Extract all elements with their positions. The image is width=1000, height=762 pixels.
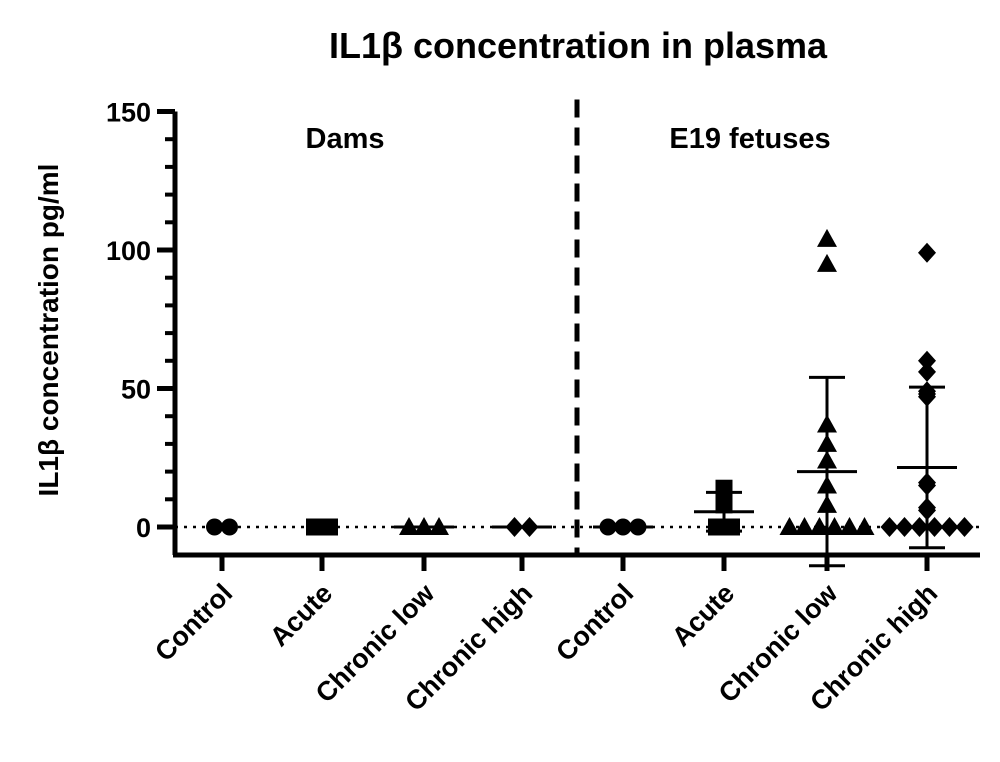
data-point-diamond bbox=[895, 517, 914, 537]
data-point-diamond bbox=[918, 350, 936, 371]
data-point-triangle bbox=[809, 517, 830, 535]
data-point-diamond bbox=[955, 517, 974, 537]
data-point-triangle bbox=[794, 517, 815, 535]
chart-title: IL1β concentration in plasma bbox=[329, 25, 828, 66]
x-tick-label: Control bbox=[550, 578, 639, 667]
data-point-triangle bbox=[817, 228, 837, 247]
y-tick-label: 100 bbox=[106, 236, 151, 266]
data-marks bbox=[206, 228, 974, 568]
x-tick-label: Acute bbox=[666, 578, 740, 652]
data-point-triangle bbox=[824, 517, 845, 535]
x-tick-label: Acute bbox=[264, 578, 338, 652]
data-point-triangle bbox=[779, 517, 800, 535]
y-axis-label: IL1β concentration pg/ml bbox=[33, 164, 64, 497]
x-tick-label: Control bbox=[149, 578, 238, 667]
group-label-dams: Dams bbox=[306, 123, 385, 155]
data-point-diamond bbox=[918, 361, 936, 382]
data-point-triangle bbox=[817, 253, 837, 272]
data-point-diamond bbox=[925, 517, 944, 537]
y-tick-label: 150 bbox=[106, 98, 151, 128]
y-tick-label: 0 bbox=[136, 513, 151, 543]
data-point-square bbox=[306, 518, 323, 536]
data-point-diamond bbox=[910, 517, 929, 537]
data-point-circle bbox=[221, 518, 238, 536]
data-point-triangle bbox=[839, 517, 860, 535]
data-point-square bbox=[723, 518, 740, 536]
group-label-e19-fetuses: E19 fetuses bbox=[669, 123, 830, 155]
data-point-circle bbox=[206, 518, 223, 536]
data-point-triangle bbox=[854, 517, 875, 535]
data-point-diamond bbox=[880, 517, 899, 537]
data-point-square bbox=[708, 518, 725, 536]
data-point-diamond bbox=[918, 242, 936, 263]
data-point-square bbox=[321, 518, 338, 536]
y-tick-label: 50 bbox=[121, 375, 151, 405]
data-point-diamond bbox=[940, 517, 959, 537]
